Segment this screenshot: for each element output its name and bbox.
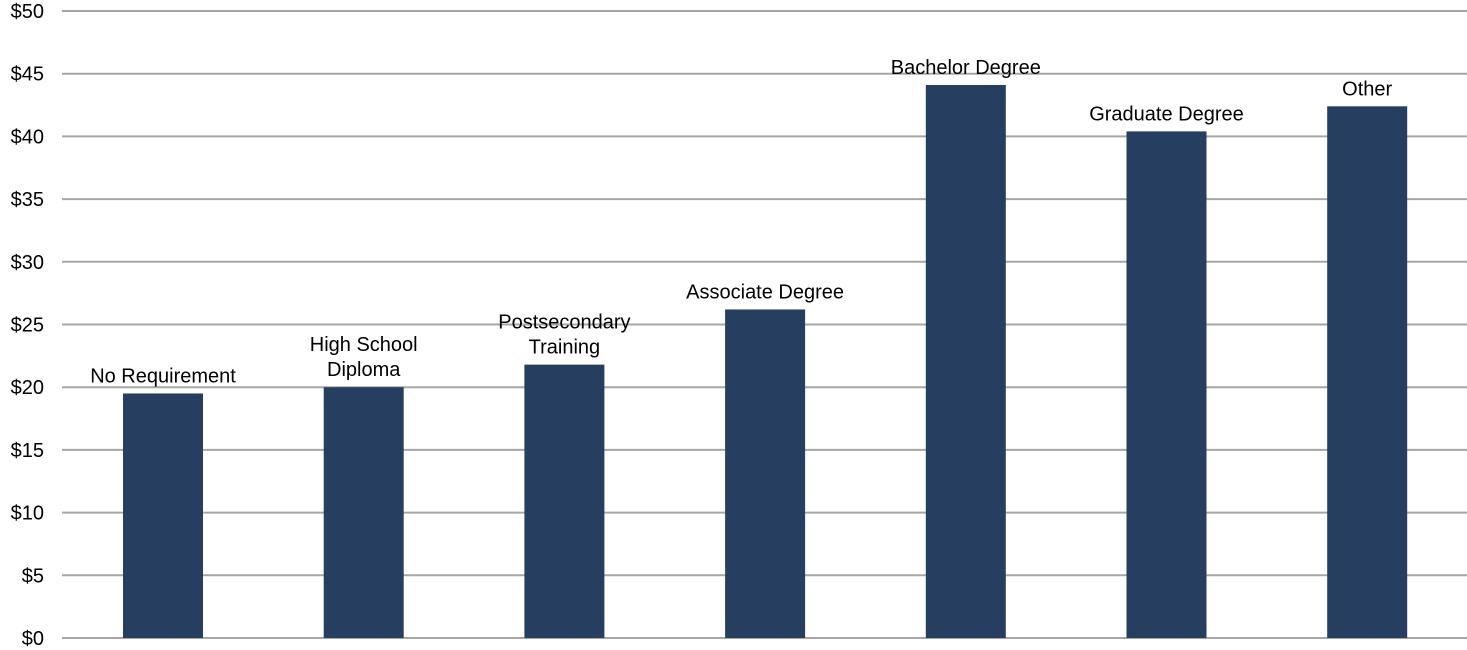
bar [323, 387, 404, 638]
category-label: Associate Degree [686, 281, 844, 303]
bars [123, 84, 1408, 638]
bar [925, 84, 1006, 638]
bar [123, 393, 203, 638]
y-tick-label: $10 [11, 503, 44, 525]
category-label: Other [1342, 78, 1392, 100]
category-label: Diploma [327, 359, 401, 381]
category-label: Postsecondary [498, 312, 630, 334]
category-label: High School [310, 334, 418, 356]
category-label: Bachelor Degree [891, 57, 1041, 79]
y-tick-label: $45 [11, 64, 44, 86]
category-label: Graduate Degree [1089, 103, 1244, 125]
y-tick-label: $5 [22, 565, 44, 587]
y-tick-label: $25 [11, 315, 44, 337]
y-tick-label: $40 [11, 126, 44, 148]
bar-labels: No Requirement High School Diploma Postseco… [90, 57, 1392, 387]
bar [725, 309, 806, 638]
bar [524, 364, 605, 638]
category-label: Training [529, 337, 601, 359]
category-label: No Requirement [90, 365, 236, 387]
bar [1126, 131, 1207, 638]
y-tick-label: $0 [22, 628, 44, 650]
y-axis-ticks: $0 $5 $10 $15 $20 $25 $30 $35 $40 $45 $50 [11, 1, 44, 650]
y-tick-label: $20 [11, 377, 44, 399]
y-tick-label: $15 [11, 440, 44, 462]
y-tick-label: $35 [11, 189, 44, 211]
y-tick-label: $50 [11, 1, 44, 23]
y-tick-label: $30 [11, 252, 44, 274]
bar [1327, 106, 1408, 638]
